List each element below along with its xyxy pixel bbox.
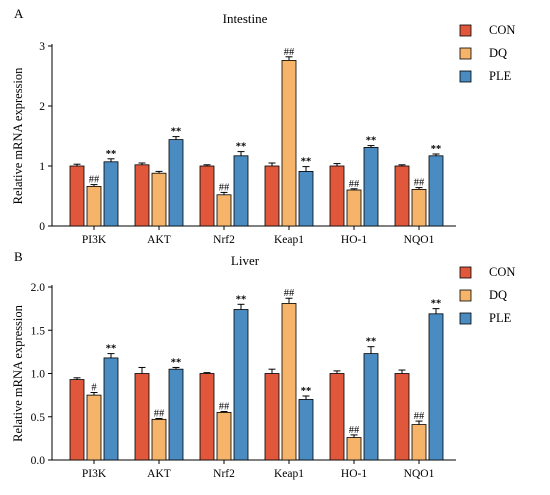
significance-mark: ** bbox=[236, 142, 247, 153]
bar-dq bbox=[151, 418, 167, 461]
y-tick-label: 2 bbox=[39, 101, 45, 113]
legend-label-ple: PLE bbox=[489, 69, 512, 83]
panel-letter: B bbox=[14, 249, 23, 264]
significance-mark: ** bbox=[236, 294, 247, 305]
legend-label-con: CON bbox=[489, 23, 515, 37]
legend-label-dq: DQ bbox=[489, 288, 507, 302]
bar-dq bbox=[281, 303, 297, 461]
significance-mark: ## bbox=[414, 178, 425, 189]
legend-label-ple: PLE bbox=[489, 311, 512, 325]
y-tick-label: 1.0 bbox=[31, 369, 46, 381]
y-axis-label: Relative mRNA expression bbox=[11, 67, 25, 205]
y-tick-label: 0.5 bbox=[31, 412, 46, 424]
bar-ple bbox=[363, 146, 379, 227]
x-tick-label: Keap1 bbox=[274, 234, 304, 246]
bar-con bbox=[134, 373, 150, 461]
x-tick-label: Nrf2 bbox=[213, 234, 235, 246]
bar-con bbox=[329, 373, 345, 461]
significance-mark: ## bbox=[219, 182, 230, 193]
y-tick-label: 0.0 bbox=[31, 455, 46, 467]
x-tick-label: AKT bbox=[147, 234, 171, 246]
bar-ple bbox=[103, 357, 119, 461]
significance-mark: ## bbox=[349, 179, 360, 190]
legend-swatch-dq bbox=[459, 47, 472, 60]
significance-mark: ## bbox=[284, 47, 295, 58]
significance-mark: ## bbox=[89, 175, 100, 186]
significance-mark: ** bbox=[106, 344, 117, 355]
y-tick-label: 0 bbox=[39, 221, 45, 233]
bar-dq bbox=[411, 188, 427, 227]
bar-dq bbox=[216, 412, 232, 461]
bar-con bbox=[199, 165, 215, 227]
x-tick-label: NQO1 bbox=[404, 468, 435, 480]
bar-dq bbox=[151, 172, 167, 227]
bar-con bbox=[394, 165, 410, 227]
bar-dq bbox=[281, 60, 297, 227]
x-tick-label: AKT bbox=[147, 468, 171, 480]
y-axis-label: Relative mRNA expression bbox=[11, 304, 25, 442]
x-tick-label: NQO1 bbox=[404, 234, 435, 246]
bar-ple bbox=[233, 155, 249, 227]
significance-mark: ## bbox=[219, 402, 230, 413]
legend-label-con: CON bbox=[489, 265, 515, 279]
y-tick-label: 1.5 bbox=[31, 325, 46, 337]
significance-mark: ** bbox=[301, 386, 312, 397]
legend-swatch-ple bbox=[459, 312, 472, 325]
x-tick-label: PI3K bbox=[82, 234, 107, 246]
bar-dq bbox=[411, 424, 427, 461]
legend-swatch-ple bbox=[459, 70, 472, 83]
bar-ple bbox=[168, 368, 184, 461]
bar-con bbox=[264, 373, 280, 461]
x-tick-label: Nrf2 bbox=[213, 468, 235, 480]
bar-dq bbox=[346, 189, 362, 227]
significance-mark: ** bbox=[431, 144, 442, 155]
bar-dq bbox=[346, 437, 362, 461]
bar-con bbox=[264, 165, 280, 227]
y-tick-label: 2.0 bbox=[31, 282, 46, 294]
bar-dq bbox=[86, 185, 102, 227]
panel-letter: A bbox=[14, 6, 24, 21]
significance-mark: ** bbox=[171, 127, 182, 138]
bar-ple bbox=[298, 170, 314, 227]
significance-mark: ## bbox=[349, 425, 360, 436]
significance-mark: ** bbox=[366, 136, 377, 147]
significance-mark: ** bbox=[106, 149, 117, 160]
bar-ple bbox=[428, 155, 444, 227]
y-tick-label: 3 bbox=[39, 41, 45, 53]
bar-dq bbox=[216, 194, 232, 227]
significance-mark: ** bbox=[431, 299, 442, 310]
bar-con bbox=[199, 373, 215, 461]
chart-title: Intestine bbox=[223, 11, 268, 26]
bar-ple bbox=[233, 309, 249, 461]
significance-mark: ## bbox=[284, 288, 295, 299]
chart-title: Liver bbox=[231, 253, 260, 268]
bar-con bbox=[329, 165, 345, 227]
legend-swatch-dq bbox=[459, 289, 472, 302]
bar-con bbox=[69, 165, 85, 227]
bar-ple bbox=[428, 313, 444, 461]
legend-swatch-con bbox=[459, 266, 472, 279]
x-tick-label: HO-1 bbox=[341, 234, 367, 246]
bar-dq bbox=[86, 394, 102, 461]
bar-con bbox=[134, 164, 150, 227]
x-tick-label: PI3K bbox=[82, 468, 107, 480]
bar-ple bbox=[168, 139, 184, 227]
significance-mark: ## bbox=[154, 408, 165, 419]
bar-ple bbox=[363, 353, 379, 461]
bar-ple bbox=[103, 161, 119, 227]
significance-mark: ## bbox=[414, 411, 425, 422]
significance-mark: ** bbox=[366, 337, 377, 348]
y-tick-label: 1 bbox=[39, 161, 45, 173]
significance-mark: ** bbox=[171, 357, 182, 368]
legend-label-dq: DQ bbox=[489, 46, 507, 60]
legend-swatch-con bbox=[459, 24, 472, 37]
x-tick-label: Keap1 bbox=[274, 468, 304, 480]
bar-con bbox=[69, 379, 85, 461]
bar-con bbox=[394, 373, 410, 461]
significance-mark: # bbox=[91, 383, 97, 394]
x-tick-label: HO-1 bbox=[341, 468, 367, 480]
significance-mark: ** bbox=[301, 157, 312, 168]
bar-ple bbox=[298, 399, 314, 461]
